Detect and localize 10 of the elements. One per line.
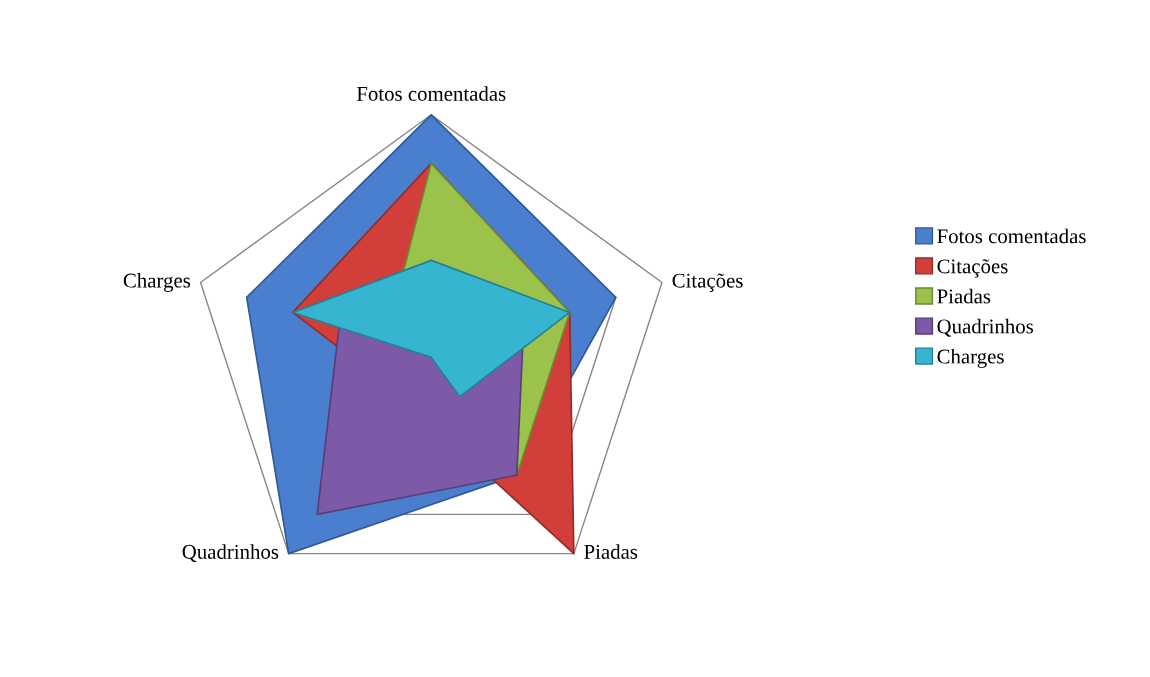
legend-label: Charges [937, 348, 1004, 368]
spoke-label: Citações [672, 273, 743, 292]
spoke-label: Quadrinhos [182, 544, 279, 563]
spoke-label: Fotos comentadas [356, 86, 506, 101]
legend-label: Piadas [937, 288, 991, 304]
legend-label: Citações [937, 259, 1008, 278]
spoke-label: Charges [123, 272, 191, 292]
legend-label: Fotos comentadas [937, 228, 1086, 244]
spoke-label: Piadas [584, 544, 638, 559]
legend-label: Quadrinhos [937, 318, 1034, 337]
